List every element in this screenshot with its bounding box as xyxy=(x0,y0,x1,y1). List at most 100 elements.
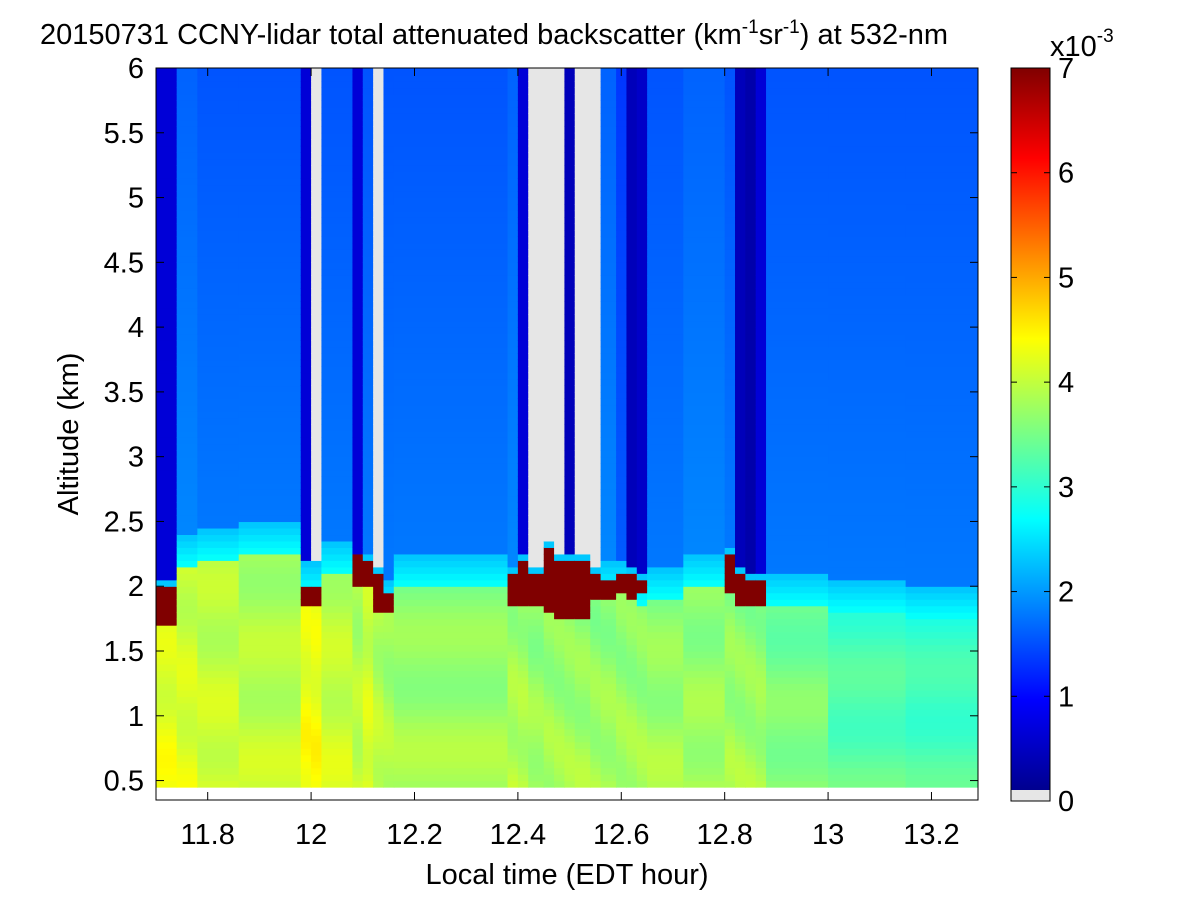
heatmap-cell xyxy=(383,320,395,328)
heatmap-cell xyxy=(197,126,240,134)
heatmap-cell xyxy=(543,275,555,283)
x-tick-label: 13 xyxy=(812,819,844,851)
heatmap-cell xyxy=(176,294,198,302)
heatmap-cell xyxy=(507,553,519,561)
heatmap-cell xyxy=(517,223,529,231)
heatmap-cell xyxy=(176,450,198,458)
heatmap-cell xyxy=(626,547,638,555)
heatmap-cell xyxy=(300,527,312,536)
heatmap-cell xyxy=(735,372,746,380)
heatmap-cell xyxy=(905,579,978,587)
heatmap-cell xyxy=(507,625,519,633)
heatmap-cell xyxy=(574,618,591,626)
heatmap-cell xyxy=(724,456,736,464)
heatmap-cell xyxy=(362,670,374,678)
heatmap-cell xyxy=(766,456,829,464)
heatmap-cell xyxy=(197,651,240,659)
heatmap-cell xyxy=(393,132,509,140)
heatmap-cell xyxy=(321,489,354,497)
heatmap-cell xyxy=(528,80,545,89)
heatmap-cell xyxy=(321,767,354,775)
heatmap-cell xyxy=(616,489,628,497)
heatmap-cell xyxy=(683,184,726,192)
heatmap-cell xyxy=(238,424,302,432)
heatmap-cell xyxy=(554,754,566,762)
heatmap-cell xyxy=(755,281,767,289)
heatmap-cell xyxy=(600,145,617,153)
heatmap-cell xyxy=(517,106,529,114)
heatmap-cell xyxy=(590,586,602,594)
heatmap-cell xyxy=(197,262,240,270)
heatmap-cell xyxy=(373,489,385,497)
heatmap-cell xyxy=(352,709,364,717)
heatmap-cell xyxy=(197,404,240,412)
heatmap-cell xyxy=(616,372,628,380)
heatmap-cell xyxy=(176,178,198,186)
heatmap-cell xyxy=(766,74,829,82)
heatmap-cell xyxy=(828,767,907,775)
heatmap-cell xyxy=(766,670,829,678)
heatmap-cell xyxy=(383,443,395,451)
heatmap-cell xyxy=(647,275,684,283)
heatmap-cell xyxy=(543,748,555,756)
heatmap-cell xyxy=(574,508,591,516)
heatmap-cell xyxy=(626,424,638,432)
heatmap-cell xyxy=(517,495,529,503)
heatmap-cell xyxy=(574,294,591,302)
heatmap-cell xyxy=(683,424,726,432)
heatmap-cell xyxy=(590,663,602,672)
heatmap-cell xyxy=(383,404,395,412)
heatmap-cell xyxy=(616,767,628,775)
heatmap-cell xyxy=(574,340,591,348)
heatmap-cell xyxy=(176,612,198,620)
heatmap-cell xyxy=(683,93,726,101)
heatmap-cell xyxy=(300,631,312,639)
heatmap-cell xyxy=(647,774,684,782)
heatmap-cell xyxy=(352,398,364,406)
heatmap-cell xyxy=(636,715,648,723)
heatmap-cell xyxy=(517,68,529,76)
heatmap-cell xyxy=(300,476,312,484)
heatmap-cell xyxy=(507,327,519,335)
heatmap-cell xyxy=(828,301,907,309)
heatmap-cell xyxy=(507,281,519,289)
heatmap-cell xyxy=(176,372,198,380)
heatmap-cell xyxy=(724,268,736,276)
heatmap-cell xyxy=(626,255,638,263)
heatmap-cell xyxy=(311,644,323,652)
heatmap-cell xyxy=(311,359,323,367)
heatmap-cell xyxy=(393,566,509,574)
heatmap-cell xyxy=(528,540,545,548)
heatmap-cell xyxy=(543,106,555,114)
heatmap-cell xyxy=(600,521,617,529)
heatmap-cell xyxy=(528,767,545,775)
heatmap-cell xyxy=(600,80,617,89)
heatmap-cell xyxy=(543,560,555,568)
heatmap-cell xyxy=(828,359,907,367)
heatmap-cell xyxy=(238,236,302,244)
heatmap-cell xyxy=(543,702,555,710)
heatmap-cell xyxy=(745,618,757,626)
heatmap-cell xyxy=(300,320,312,328)
heatmap-cell xyxy=(600,715,617,723)
heatmap-cell xyxy=(905,327,978,335)
heatmap-cell xyxy=(352,618,364,626)
heatmap-cell xyxy=(564,80,576,89)
heatmap-cell xyxy=(373,774,385,782)
heatmap-cell xyxy=(321,476,354,484)
heatmap-cell xyxy=(574,495,591,503)
heatmap-cell xyxy=(574,566,591,574)
heatmap-cell xyxy=(828,741,907,749)
heatmap-cell xyxy=(517,579,529,587)
heatmap-cell xyxy=(683,463,726,471)
heatmap-cell xyxy=(238,184,302,192)
heatmap-cell xyxy=(600,113,617,121)
heatmap-cell xyxy=(238,165,302,173)
heatmap-cell xyxy=(590,430,602,438)
heatmap-cell xyxy=(828,663,907,672)
heatmap-cell xyxy=(755,670,767,678)
heatmap-cell xyxy=(238,417,302,425)
heatmap-cell xyxy=(554,469,566,477)
heatmap-cell xyxy=(626,754,638,762)
heatmap-cell xyxy=(636,638,648,646)
